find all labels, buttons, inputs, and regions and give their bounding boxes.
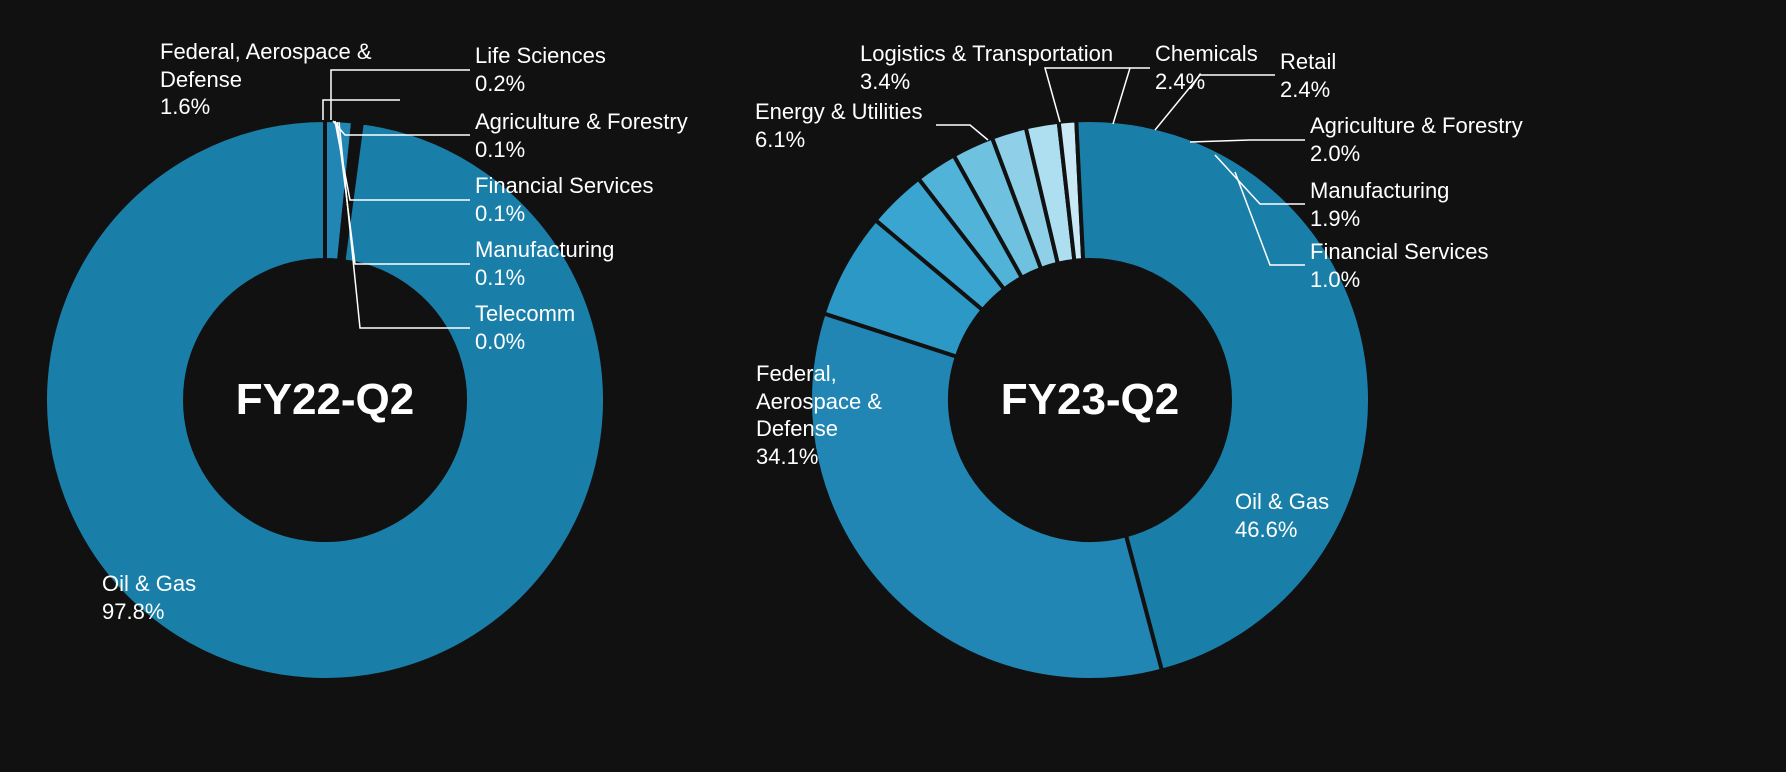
slice-label-name: Financial Services (1310, 238, 1489, 266)
slice-label-name: Agriculture & Forestry (1310, 112, 1523, 140)
slice-label-name: Defense (160, 66, 372, 94)
slice-label-pct: 97.8% (102, 598, 196, 626)
slice-label-pct: 0.0% (475, 328, 575, 356)
slice-label-pct: 3.4% (860, 68, 1113, 96)
slice-label-name: Defense (756, 415, 882, 443)
slice-label-name: Logistics & Transportation (860, 40, 1113, 68)
slice-label-fy22q2-4: Manufacturing0.1% (475, 236, 614, 291)
slice-label-name: Retail (1280, 48, 1336, 76)
slice-label-name: Telecomm (475, 300, 575, 328)
slice-label-fy23q2-0: Energy & Utilities6.1% (755, 98, 923, 153)
slice-label-fy23q2-6: Financial Services1.0% (1310, 238, 1489, 293)
slice-label-fy23q2-8: Federal,Aerospace &Defense34.1% (756, 360, 882, 470)
slice-label-pct: 1.0% (1310, 266, 1489, 294)
slice-label-name: Oil & Gas (102, 570, 196, 598)
slice-label-name: Life Sciences (475, 42, 606, 70)
slice-label-name: Energy & Utilities (755, 98, 923, 126)
slice-label-name: Manufacturing (475, 236, 614, 264)
slice-label-pct: 2.4% (1155, 68, 1258, 96)
slice-label-fy23q2-1: Logistics & Transportation3.4% (860, 40, 1113, 95)
slice-label-name: Aerospace & (756, 388, 882, 416)
slice-label-fy23q2-7: Oil & Gas46.6% (1235, 488, 1329, 543)
slice-label-pct: 0.1% (475, 200, 654, 228)
slice-label-fy23q2-3: Retail2.4% (1280, 48, 1336, 103)
slice-label-fy22q2-5: Telecomm0.0% (475, 300, 575, 355)
slice-label-fy23q2-2: Chemicals2.4% (1155, 40, 1258, 95)
slice-label-pct: 2.0% (1310, 140, 1523, 168)
slice-label-name: Financial Services (475, 172, 654, 200)
slice-label-fy23q2-5: Manufacturing1.9% (1310, 177, 1449, 232)
slice-label-pct: 6.1% (755, 126, 923, 154)
slice-label-fy22q2-6: Oil & Gas97.8% (102, 570, 196, 625)
slice-label-name: Oil & Gas (1235, 488, 1329, 516)
slice-label-pct: 1.9% (1310, 205, 1449, 233)
slice-label-pct: 2.4% (1280, 76, 1336, 104)
slice-label-fy22q2-1: Life Sciences0.2% (475, 42, 606, 97)
slice-label-pct: 46.6% (1235, 516, 1329, 544)
slice-label-pct: 34.1% (756, 443, 882, 471)
center-label-fy23q2: FY23-Q2 (1001, 375, 1180, 425)
slice-label-pct: 0.1% (475, 136, 688, 164)
slice-label-fy22q2-0: Federal, Aerospace &Defense1.6% (160, 38, 372, 121)
slice-label-pct: 0.2% (475, 70, 606, 98)
center-label-fy22q2: FY22-Q2 (236, 375, 415, 425)
slice-label-name: Chemicals (1155, 40, 1258, 68)
slice-label-name: Manufacturing (1310, 177, 1449, 205)
slice-label-fy22q2-3: Financial Services0.1% (475, 172, 654, 227)
slice-label-pct: 0.1% (475, 264, 614, 292)
slice-label-fy22q2-2: Agriculture & Forestry0.1% (475, 108, 688, 163)
slice-label-name: Federal, (756, 360, 882, 388)
slice-label-fy23q2-4: Agriculture & Forestry2.0% (1310, 112, 1523, 167)
slice-label-pct: 1.6% (160, 93, 372, 121)
slice-label-name: Agriculture & Forestry (475, 108, 688, 136)
slice-label-name: Federal, Aerospace & (160, 38, 372, 66)
